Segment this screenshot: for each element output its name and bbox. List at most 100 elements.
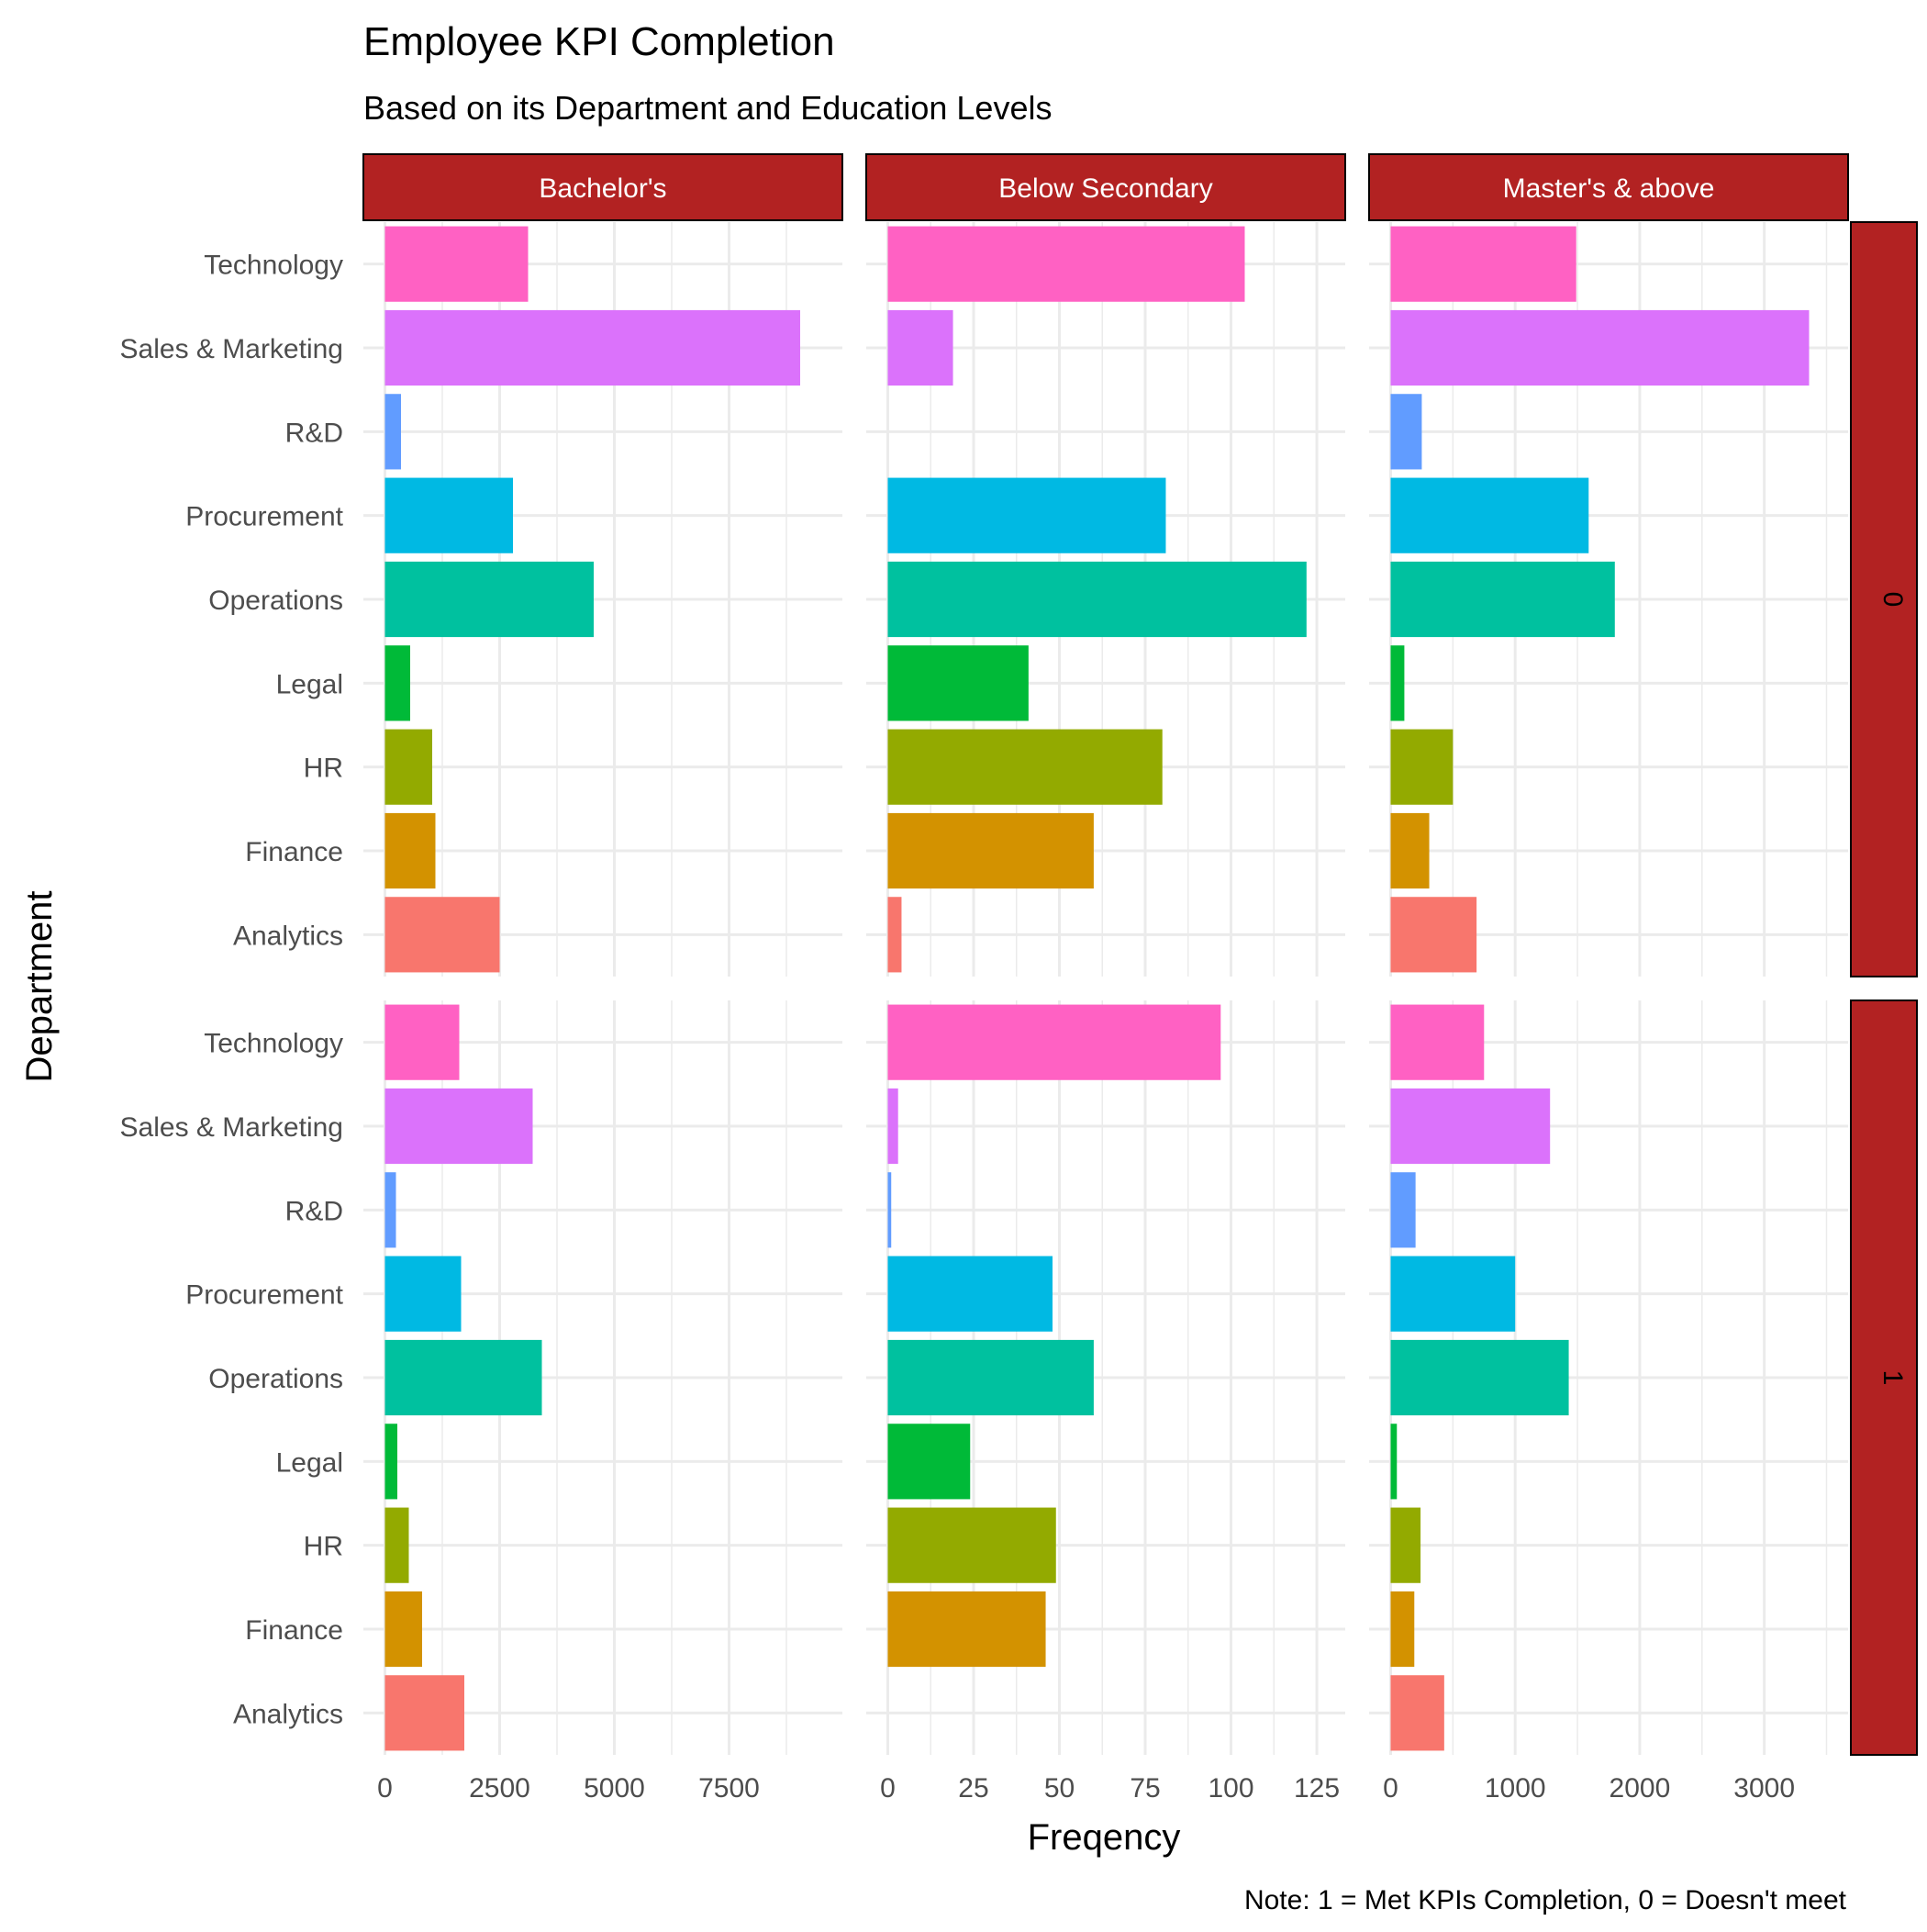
- strip-label-master-s-above: Master's & above: [1503, 173, 1715, 204]
- department-label-sales-marketing: Sales & Marketing: [120, 334, 343, 364]
- strip-bachelor-s: [362, 153, 843, 221]
- x-tick-label: 125: [1294, 1773, 1340, 1804]
- bar-legal: [384, 645, 410, 721]
- x-tick-label: 75: [1130, 1773, 1160, 1804]
- department-label-technology: Technology: [204, 251, 343, 281]
- strip-row-0: [1850, 221, 1918, 977]
- bar-hr: [1390, 1507, 1421, 1583]
- x-axis-title: Freqency: [1028, 1817, 1181, 1858]
- bar-r-d: [384, 394, 401, 470]
- bar-legal: [1390, 1424, 1398, 1500]
- bar-finance: [1390, 1591, 1415, 1668]
- bar-analytics: [887, 897, 902, 973]
- department-label-legal: Legal: [276, 1447, 343, 1478]
- bar-hr: [384, 729, 432, 805]
- department-label-finance: Finance: [245, 837, 343, 867]
- bar-finance: [1390, 812, 1430, 889]
- department-label-analytics: Analytics: [233, 921, 343, 951]
- bar-procurement: [1390, 477, 1589, 553]
- bar-sales-marketing: [887, 1088, 898, 1165]
- department-label-analytics: Analytics: [233, 1699, 343, 1729]
- bar-technology: [384, 226, 529, 302]
- department-label-procurement: Procurement: [185, 502, 343, 532]
- bar-analytics: [384, 1675, 464, 1751]
- panel-bachelor-s-row-1: [363, 1000, 842, 1755]
- bar-legal: [887, 645, 1029, 721]
- x-tick-label: 2000: [1610, 1773, 1671, 1804]
- department-label-r-d: R&D: [285, 418, 343, 448]
- bar-hr: [887, 1507, 1056, 1583]
- department-label-procurement: Procurement: [185, 1280, 343, 1311]
- bar-operations: [384, 561, 594, 638]
- chart-subtitle: Based on its Department and Education Le…: [363, 89, 1052, 127]
- bar-technology: [1390, 1004, 1485, 1080]
- department-label-sales-marketing: Sales & Marketing: [120, 1112, 343, 1143]
- bar-sales-marketing: [1390, 309, 1810, 386]
- bar-procurement: [1390, 1256, 1516, 1332]
- bar-operations: [887, 561, 1307, 638]
- panel-master-s-above-row-0: [1369, 222, 1848, 977]
- bar-procurement: [887, 477, 1166, 553]
- bar-r-d: [1390, 394, 1422, 470]
- bar-sales-marketing: [1390, 1088, 1551, 1165]
- y-axis-title: Department: [19, 891, 60, 1083]
- department-label-hr: HR: [304, 754, 343, 784]
- bar-legal: [887, 1424, 971, 1500]
- bar-technology: [1390, 226, 1576, 302]
- panels-layer: Bachelor's Below Secondary Master's & abov…: [120, 153, 1918, 1804]
- department-label-operations: Operations: [208, 586, 343, 616]
- bar-operations: [887, 1339, 1094, 1416]
- x-tick-label: 7500: [698, 1773, 760, 1804]
- x-tick-label: 2500: [469, 1773, 530, 1804]
- bar-finance: [384, 812, 436, 889]
- bar-sales-marketing: [384, 1088, 533, 1165]
- bar-sales-marketing: [887, 309, 953, 386]
- strip-row-label-0: 0: [1877, 592, 1908, 608]
- bar-hr: [384, 1507, 409, 1583]
- x-tick-label: 100: [1208, 1773, 1253, 1804]
- bar-sales-marketing: [384, 309, 801, 386]
- department-label-technology: Technology: [204, 1029, 343, 1059]
- bar-finance: [384, 1591, 422, 1668]
- bar-operations: [1390, 1339, 1569, 1416]
- department-label-hr: HR: [304, 1532, 343, 1562]
- panel-below-secondary-row-1: [866, 1000, 1345, 1755]
- bar-technology: [384, 1004, 460, 1080]
- bar-procurement: [384, 1256, 462, 1332]
- bar-operations: [384, 1339, 542, 1416]
- panel-bachelor-s-row-0: [363, 222, 842, 977]
- bar-r-d: [384, 1172, 396, 1248]
- bar-hr: [1390, 729, 1454, 805]
- strip-below-secondary: [865, 153, 1346, 221]
- bar-analytics: [1390, 897, 1477, 973]
- strip-label-below-secondary: Below Secondary: [998, 173, 1212, 204]
- department-label-finance: Finance: [245, 1615, 343, 1646]
- chart-caption: Note: 1 = Met KPIs Completion, 0 = Doesn…: [1244, 1885, 1847, 1915]
- bar-analytics: [384, 897, 500, 973]
- department-label-operations: Operations: [208, 1364, 343, 1394]
- department-label-legal: Legal: [276, 669, 343, 699]
- x-tick-label: 1000: [1485, 1773, 1546, 1804]
- bar-procurement: [384, 477, 513, 553]
- bar-legal: [384, 1424, 397, 1500]
- chart-title: Employee KPI Completion: [363, 19, 835, 64]
- strip-label-bachelor-s: Bachelor's: [539, 173, 666, 204]
- panel-master-s-above-row-1: [1369, 1000, 1848, 1755]
- x-tick-label: 0: [377, 1773, 393, 1804]
- bar-finance: [887, 1591, 1046, 1668]
- strip-master-s-above: [1368, 153, 1849, 221]
- bar-procurement: [887, 1256, 1053, 1332]
- x-tick-label: 3000: [1733, 1773, 1795, 1804]
- bar-legal: [1390, 645, 1405, 721]
- x-tick-label: 5000: [584, 1773, 645, 1804]
- strip-row-label-1: 1: [1877, 1370, 1908, 1386]
- strip-row-1: [1850, 1000, 1918, 1756]
- bar-r-d: [887, 1172, 892, 1248]
- x-tick-label: 25: [958, 1773, 988, 1804]
- x-tick-label: 50: [1044, 1773, 1075, 1804]
- x-tick-label: 0: [880, 1773, 896, 1804]
- department-label-r-d: R&D: [285, 1196, 343, 1226]
- bar-technology: [887, 226, 1245, 302]
